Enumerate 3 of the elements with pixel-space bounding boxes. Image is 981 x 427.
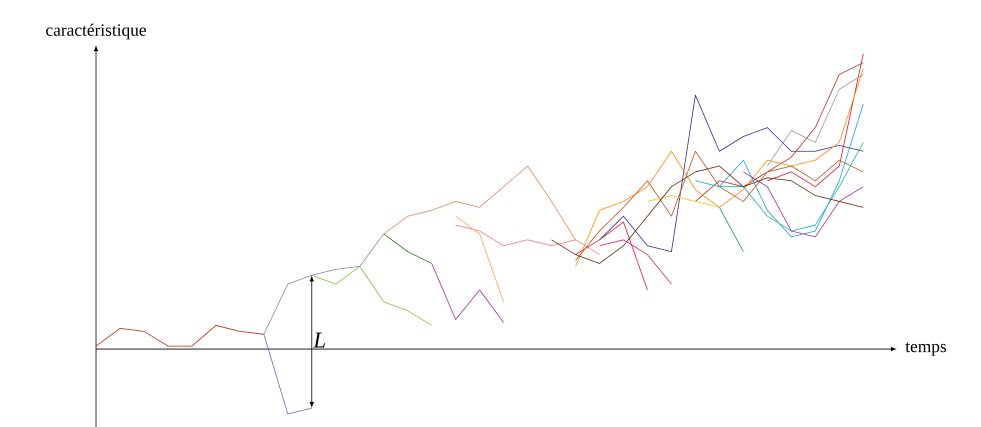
- x-axis-title: temps: [905, 342, 946, 356]
- y-axis-title: caractéristique: [46, 24, 146, 40]
- annotation: L: [313, 332, 325, 348]
